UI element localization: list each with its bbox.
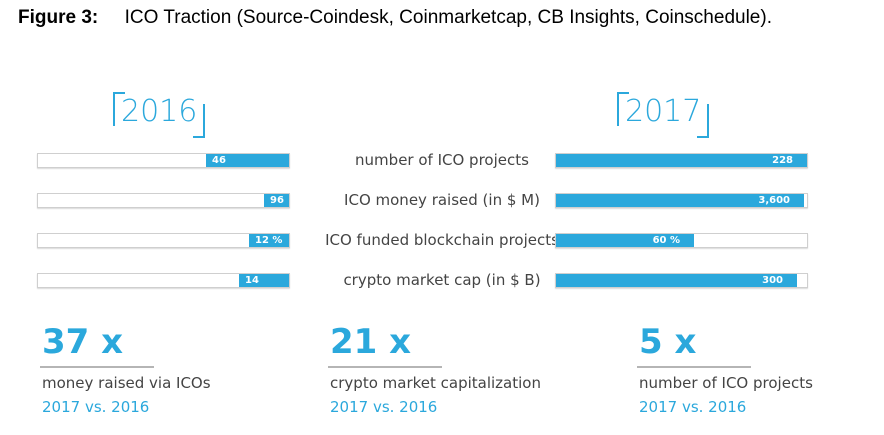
bar-2016: 12 %	[249, 234, 289, 247]
stat-underline	[637, 366, 751, 368]
bar-track-2017: 60 %	[555, 233, 808, 248]
figure-caption-text: ICO Traction (Source-Coindesk, Coinmarke…	[124, 7, 772, 28]
bar-2016: 14	[239, 274, 289, 287]
stat-description: money raised via ICOs	[42, 374, 211, 392]
figure-caption: Figure 3: ICO Traction (Source-Coindesk,…	[18, 6, 868, 30]
bar-track-2017: 300	[555, 273, 808, 288]
bar-track-2017: 228	[555, 153, 808, 168]
bar-track-2016: 14	[37, 273, 290, 288]
bar-2017: 228	[556, 154, 807, 167]
bar-2016: 46	[206, 154, 289, 167]
category-label: ICO money raised (in $ M)	[344, 191, 540, 209]
stat-underline	[40, 366, 154, 368]
stat-multiplier: 37 x	[42, 322, 124, 362]
bar-2017: 60 %	[556, 234, 694, 247]
stat-comparison: 2017 vs. 2016	[330, 398, 438, 416]
figure-label: Figure 3:	[18, 7, 99, 28]
bar-track-2017: 3,600	[555, 193, 808, 208]
bar-track-2016: 12 %	[37, 233, 290, 248]
stat-comparison: 2017 vs. 2016	[639, 398, 747, 416]
category-label: crypto market cap (in $ B)	[343, 271, 541, 289]
category-label: ICO funded blockchain projects	[325, 231, 559, 249]
stat-underline	[328, 366, 442, 368]
stat-description: number of ICO projects	[639, 374, 813, 392]
year-label-2016: 2016	[113, 92, 206, 138]
bar-track-2016: 96	[37, 193, 290, 208]
category-label: number of ICO projects	[355, 151, 529, 169]
year-label-2017: 2017	[617, 92, 710, 138]
stat-comparison: 2017 vs. 2016	[42, 398, 150, 416]
bar-2016: 96	[264, 194, 289, 207]
bar-track-2016: 46	[37, 153, 290, 168]
stat-description: crypto market capitalization	[330, 374, 541, 392]
stat-multiplier: 21 x	[330, 322, 412, 362]
stat-multiplier: 5 x	[639, 322, 697, 362]
bar-2017: 3,600	[556, 194, 804, 207]
bar-2017: 300	[556, 274, 797, 287]
